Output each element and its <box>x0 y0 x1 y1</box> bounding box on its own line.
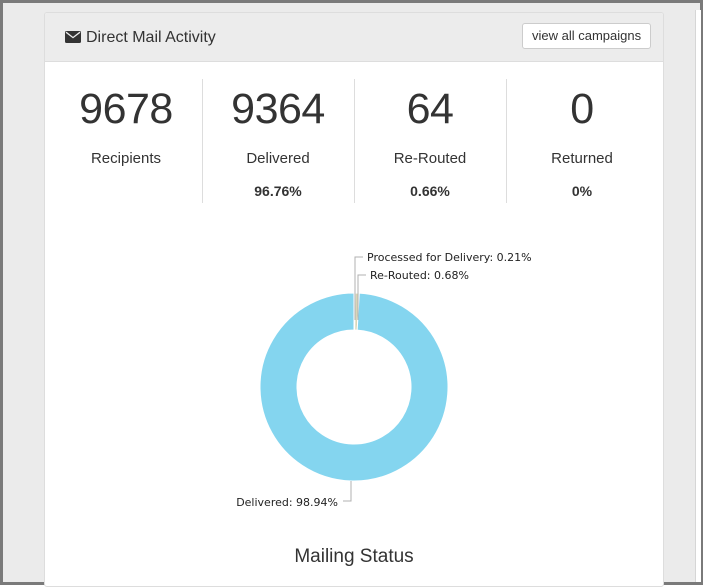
stat-recipients: 9678 Recipients <box>50 79 203 203</box>
stat-label: Delivered <box>246 150 310 167</box>
data-label-re-routed: Re-Routed: 0.68% <box>370 269 469 282</box>
stat-value: 0 <box>570 85 594 133</box>
mailing-status-donut-chart: Processed for Delivery: 0.21% Re-Routed: … <box>236 251 532 509</box>
stat-percent: 0% <box>571 183 593 199</box>
direct-mail-activity-panel: Direct Mail Activity view all campaigns … <box>44 12 664 587</box>
stat-returned: 0 Returned 0% <box>506 79 658 203</box>
stat-percent: 0.66% <box>410 183 450 199</box>
panel-title: Direct Mail Activity <box>86 29 216 46</box>
stat-percent: 96.76% <box>254 183 302 199</box>
chart-title: Mailing Status <box>294 546 414 567</box>
data-label-delivered: Delivered: 98.94% <box>236 496 338 509</box>
view-all-campaigns-button[interactable]: view all campaigns <box>522 23 652 49</box>
stat-label: Returned <box>551 150 613 167</box>
slice-delivered[interactable] <box>259 292 449 482</box>
stat-label: Recipients <box>90 150 162 167</box>
callout-line-delivered <box>343 481 352 502</box>
envelope-icon <box>65 31 81 43</box>
data-label-processed-for-delivery: Processed for Delivery: 0.21% <box>367 251 532 264</box>
stat-value: 9364 <box>231 85 325 133</box>
adjacent-panel-edge <box>695 10 701 582</box>
stat-delivered: 9364 Delivered 96.76% <box>202 79 355 203</box>
callout-line-processed-for-delivery <box>354 256 363 320</box>
stat-value: 64 <box>406 85 454 133</box>
callout-line-re-routed <box>357 274 366 320</box>
stat-value: 9678 <box>79 85 173 133</box>
stat-rerouted: 64 Re-Routed 0.66% <box>354 79 507 203</box>
panel-header: Direct Mail Activity view all campaigns <box>45 13 663 62</box>
stat-label: Re-Routed <box>393 150 467 167</box>
